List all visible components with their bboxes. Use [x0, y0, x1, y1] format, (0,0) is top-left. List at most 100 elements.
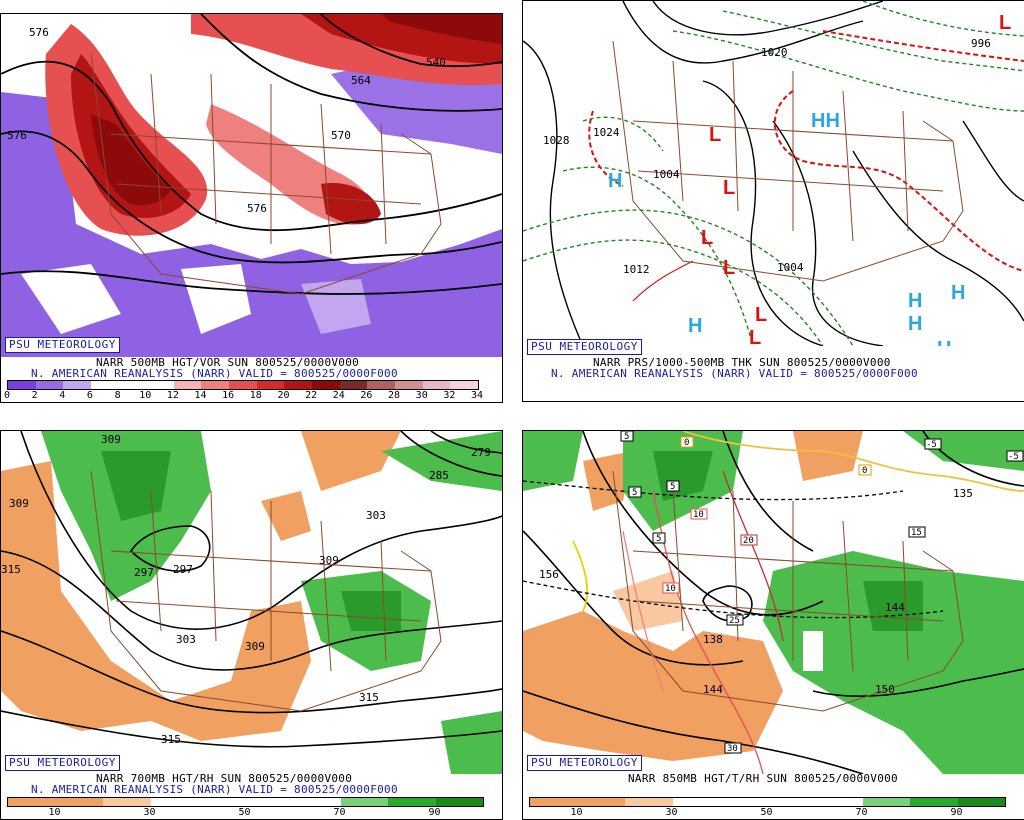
colorbar-swatch — [198, 798, 246, 806]
colorbar-tick-label: 10 — [570, 807, 583, 818]
colorbar-swatch — [340, 798, 388, 806]
panel-pressure-thickness: H HH H H H H H L L L L L L L 1028 1024 1… — [522, 0, 1024, 402]
colorbar-swatch — [245, 798, 293, 806]
vorticity-colorbar — [7, 380, 479, 390]
contour-label: 309 — [319, 554, 339, 567]
temperature-label: 25 — [726, 614, 744, 626]
vorticity-map: 576 570 576 576 564 540 — [1, 14, 502, 357]
high-pressure-marker: H — [937, 338, 951, 346]
svg-text:25: 25 — [729, 616, 740, 626]
colorbar-tick-label: 26 — [360, 390, 373, 401]
panel-caption-line1: NARR 500MB HGT/VOR SUN 800525/0000V000 — [96, 356, 360, 369]
colorbar-swatch — [150, 798, 198, 806]
temperature-label: 10 — [690, 508, 708, 520]
dry-area — [1, 461, 311, 741]
svg-text:5: 5 — [632, 488, 637, 498]
temperature-label: 5 — [666, 480, 680, 492]
high-pressure-marker: H — [908, 290, 922, 312]
contour-label: 135 — [953, 487, 973, 500]
isobar-label: 1024 — [593, 126, 620, 139]
colorbar-tick-label: 34 — [470, 390, 484, 401]
colorbar-tick-label: 50 — [760, 807, 773, 818]
panel-caption-line1: NARR PRS/1000-500MB THK SUN 800525/0000V… — [593, 356, 891, 369]
isobar-label: 1004 — [653, 168, 680, 181]
colorbar-swatch — [293, 798, 341, 806]
colorbar-swatch — [910, 798, 958, 806]
contour-label: 144 — [703, 683, 723, 696]
dry-area — [523, 611, 783, 761]
colorbar-tick-label: 30 — [665, 807, 678, 818]
contour-label: 315 — [1, 563, 21, 576]
contour-label: 303 — [366, 509, 386, 522]
panel-caption-line1: NARR 850MB HGT/T/RH SUN 800525/0000V000 — [628, 772, 898, 785]
colorbar-swatch — [55, 798, 103, 806]
low-pressure-marker: L — [999, 12, 1011, 34]
svg-text:0: 0 — [684, 438, 689, 448]
svg-text:5: 5 — [624, 432, 629, 442]
temperature-label: -5 — [924, 438, 942, 450]
rh-colorbar — [7, 797, 484, 807]
contour-label: 564 — [351, 74, 371, 87]
contour-label: 576 — [247, 202, 267, 215]
psu-meteorology-badge: PSU METEOROLOGY — [5, 755, 120, 771]
colorbar-tick-label: 20 — [277, 390, 290, 401]
colorbar-tick-label: 16 — [222, 390, 235, 401]
colorbar-swatch — [8, 798, 56, 806]
temperature-label: 0 — [858, 464, 872, 476]
colorbar-swatch — [367, 381, 395, 389]
colorbar-tick-label: 90 — [428, 807, 441, 818]
high-pressure-marker: H — [688, 315, 702, 337]
colorbar-tick-label: 30 — [415, 390, 428, 401]
contour-label: 156 — [539, 568, 559, 581]
vorticity-colorbar-ticks: 0 2 4 6 8 10 12 14 16 18 20 22 24 26 28 30 32 34 — [4, 390, 483, 402]
low-pressure-marker: L — [749, 327, 761, 346]
svg-text:5: 5 — [656, 534, 661, 544]
contour-label: 138 — [703, 633, 723, 646]
svg-text:5: 5 — [670, 482, 675, 492]
svg-text:-5: -5 — [926, 440, 937, 450]
high-pressure-marker: H — [608, 170, 622, 192]
contour-label: 285 — [429, 469, 449, 482]
svg-text:30: 30 — [727, 744, 738, 754]
contour-label: 576 — [7, 129, 27, 142]
colorbar-swatch — [146, 381, 174, 389]
contour-label: 309 — [101, 433, 121, 446]
colorbar-swatch — [530, 798, 578, 806]
low-pressure-marker: L — [723, 257, 735, 279]
colorbar-swatch — [173, 381, 202, 389]
panel-caption-line2: N. AMERICAN REANALYSIS (NARR) VALID = 80… — [31, 783, 398, 796]
temperature-label: -5 — [1006, 450, 1024, 462]
colorbar-swatch — [63, 381, 91, 389]
panel-caption-line2: N. AMERICAN REANALYSIS (NARR) VALID = 80… — [31, 367, 398, 380]
moist-area-east — [763, 551, 1024, 774]
colorbar-swatch — [35, 381, 64, 389]
colorbar-tick-label: 10 — [48, 807, 61, 818]
colorbar-swatch — [118, 381, 147, 389]
colorbar-tick-label: 8 — [114, 390, 121, 401]
colorbar-swatch — [229, 381, 257, 389]
temperature-label: 10 — [662, 582, 680, 594]
isobar-label: 1028 — [543, 134, 570, 147]
colorbar-swatch — [957, 798, 1005, 806]
colorbar-tick-label: 6 — [86, 390, 93, 401]
pressure-map: H HH H H H H H L L L L L L L 1028 1024 1… — [523, 1, 1024, 346]
isobar-label: 1004 — [777, 261, 804, 274]
temperature-label: 0 — [680, 436, 694, 448]
colorbar-swatch — [90, 381, 119, 389]
psu-meteorology-badge: PSU METEOROLOGY — [5, 337, 120, 353]
isobar-label: 1012 — [623, 263, 650, 276]
colorbar-tick-label: 14 — [194, 390, 207, 401]
rh-colorbar-ticks: 10 30 50 70 90 — [7, 807, 482, 819]
temperature-label: 30 — [724, 742, 742, 754]
low-pressure-marker: L — [709, 124, 721, 146]
contour-label: 576 — [29, 26, 49, 39]
t850-map: 156 138 144 150 144 135 5 0 5 5 5 10 10 … — [523, 431, 1024, 774]
contour-label: 303 — [176, 633, 196, 646]
contour-label: 309 — [245, 640, 265, 653]
colorbar-swatch — [577, 798, 625, 806]
contour-label: 279 — [471, 446, 491, 459]
colorbar-swatch — [103, 798, 151, 806]
temperature-label: 5 — [628, 486, 642, 498]
temperature-label: 5 — [620, 431, 634, 442]
colorbar-swatch — [435, 798, 483, 806]
